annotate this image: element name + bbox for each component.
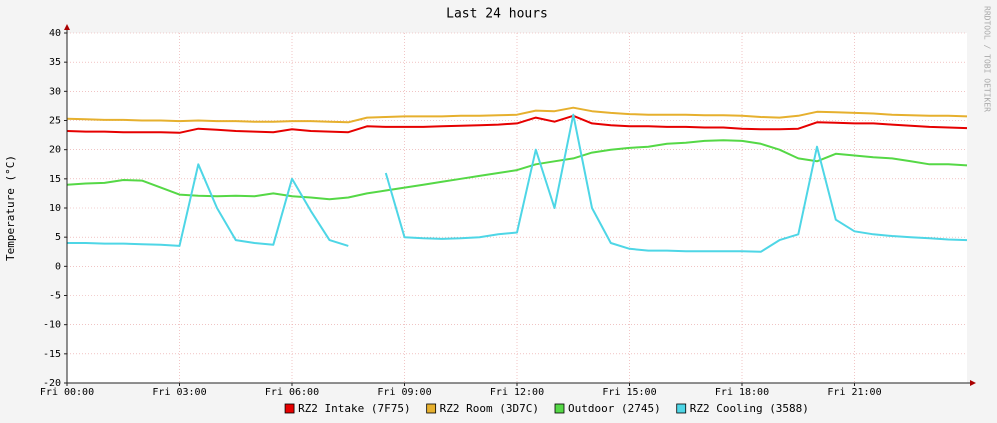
y-tick-label: 15	[49, 174, 61, 185]
legend-item: Outdoor (2745)	[554, 402, 661, 415]
legend-item: RZ2 Room (3D7C)	[426, 402, 539, 415]
legend-item: RZ2 Intake (7F75)	[284, 402, 411, 415]
legend-swatch	[554, 403, 565, 414]
plot-lines	[66, 106, 968, 253]
legend-item: RZ2 Cooling (3588)	[676, 402, 809, 415]
x-tick-label: Fri 12:00	[490, 387, 544, 398]
legend-swatch	[676, 403, 687, 414]
series-line	[67, 113, 968, 253]
series-line	[66, 114, 968, 134]
y-tick-label: -15	[43, 349, 61, 360]
y-tick-label: -20	[43, 378, 61, 389]
y-tick-label: 0	[55, 261, 61, 272]
series-line	[66, 106, 968, 124]
y-tick-label: -10	[43, 320, 61, 331]
y-tick-label: 20	[49, 145, 61, 156]
x-tick-label: Fri 09:00	[377, 387, 431, 398]
x-axis-arrow	[970, 380, 976, 386]
axes	[64, 24, 976, 386]
grid	[66, 32, 967, 384]
legend-label: RZ2 Cooling (3588)	[690, 402, 809, 415]
legend-swatch	[426, 403, 437, 414]
x-tick-label: Fri 00:00	[40, 387, 94, 398]
series-line	[66, 139, 968, 201]
y-tick-label: 25	[49, 116, 61, 127]
x-tick-label: Fri 03:00	[152, 387, 206, 398]
y-tick-label: 30	[49, 86, 61, 97]
legend-swatch	[284, 403, 295, 414]
legend: RZ2 Intake (7F75) RZ2 Room (3D7C) Outdoor …	[284, 402, 809, 415]
legend-label: Outdoor (2745)	[568, 402, 661, 415]
x-tick-label: Fri 06:00	[265, 387, 319, 398]
y-tick-label: 10	[49, 203, 61, 214]
legend-label: RZ2 Room (3D7C)	[440, 402, 539, 415]
y-tick-label: 40	[49, 28, 61, 39]
y-tick-label: -5	[49, 291, 61, 302]
y-axis-arrow	[64, 24, 70, 30]
chart-title: Last 24 hours	[446, 7, 548, 22]
watermark: RRDTOOL / TOBI OETIKER	[983, 6, 992, 112]
y-tick-label: 5	[55, 232, 61, 243]
y-tick-label: 35	[49, 57, 61, 68]
y-axis-label: Temperature (°C)	[4, 155, 17, 261]
legend-label: RZ2 Intake (7F75)	[298, 402, 411, 415]
tick-labels: -20 -15 -10 -5 0 5 10 15 20 25 30 35 40 Fri 00:00 Fri …	[40, 28, 882, 398]
x-tick-label: Fri 21:00	[827, 387, 881, 398]
x-tick-label: Fri 15:00	[602, 387, 656, 398]
x-tick-label: Fri 18:00	[715, 387, 769, 398]
